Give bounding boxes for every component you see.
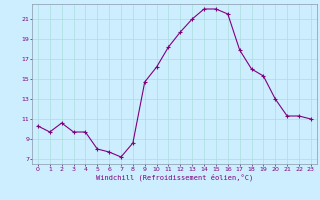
X-axis label: Windchill (Refroidissement éolien,°C): Windchill (Refroidissement éolien,°C) <box>96 174 253 181</box>
